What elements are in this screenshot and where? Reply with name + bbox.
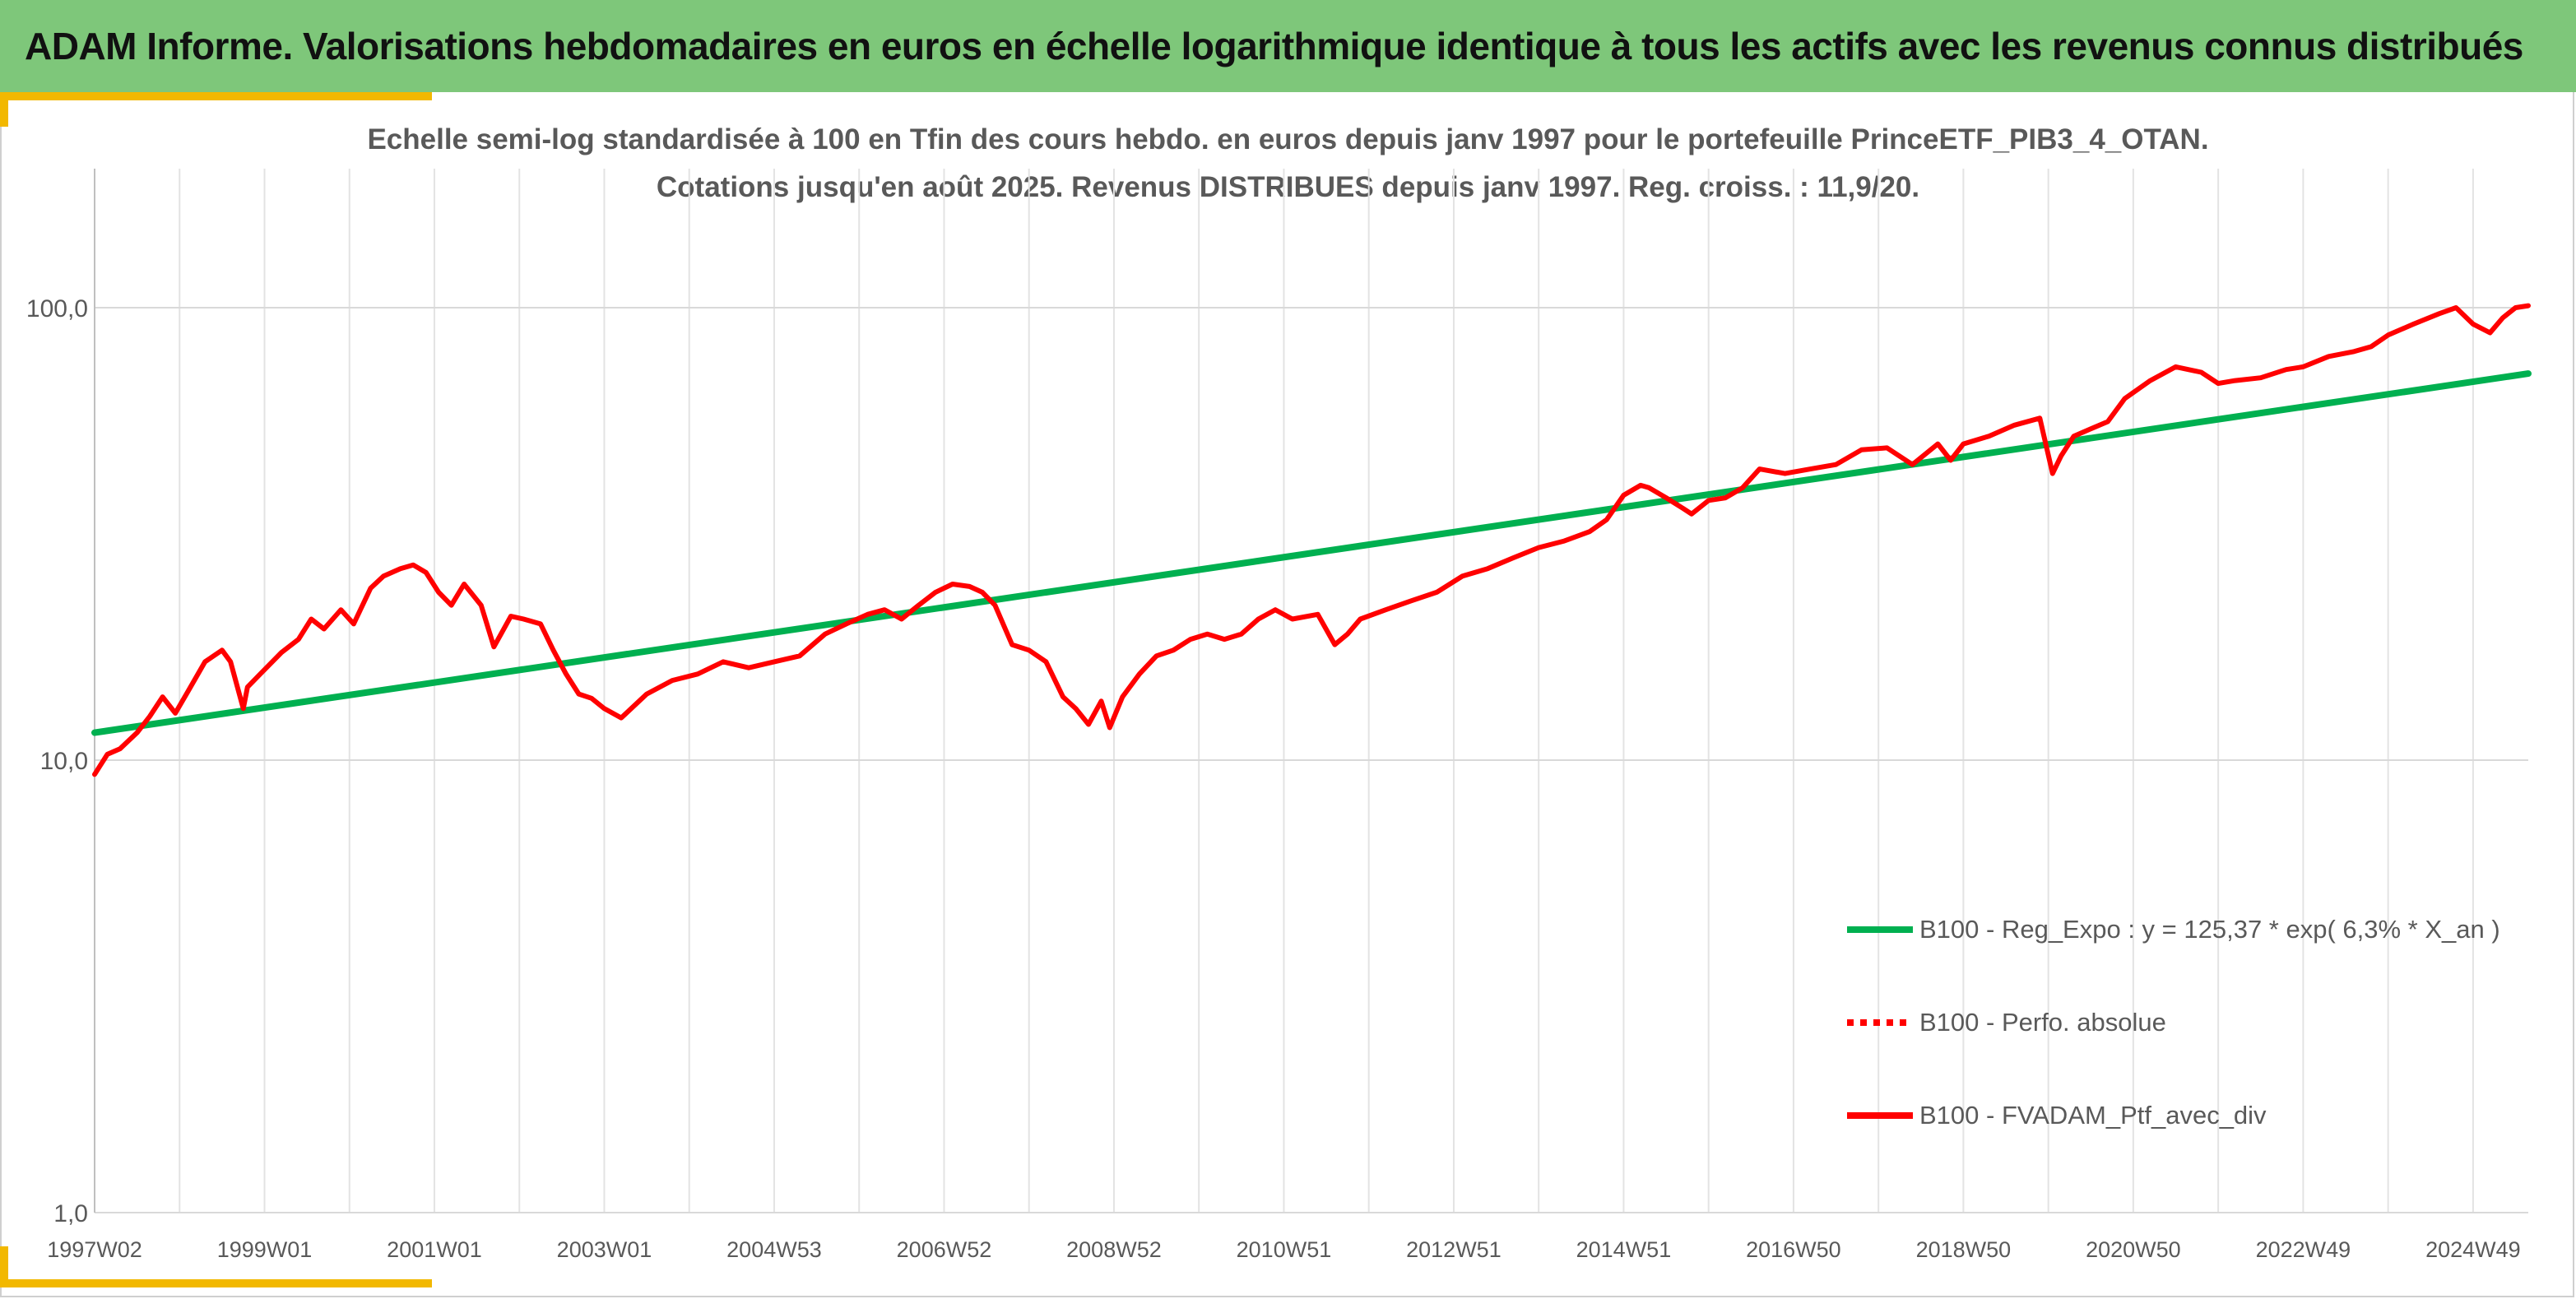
- report-title: ADAM Informe. Valorisations hebdomadaire…: [25, 25, 2523, 67]
- x-tick-label: 2003W01: [557, 1237, 652, 1262]
- x-tick-label: 1999W01: [217, 1237, 313, 1262]
- legend-label-portfolio: B100 - FVADAM_Ptf_avec_div: [1919, 1101, 2267, 1130]
- y-tick-label: 1,0: [53, 1200, 88, 1227]
- x-tick-label: 2018W50: [1916, 1237, 2012, 1262]
- legend-item-regression: B100 - Reg_Expo : y = 125,37 * exp( 6,3%…: [1847, 913, 2500, 946]
- x-tick-label: 1997W02: [47, 1237, 142, 1262]
- y-tick-label: 10,0: [40, 748, 88, 775]
- x-tick-label: 2024W49: [2425, 1237, 2521, 1262]
- x-tick-label: 2010W51: [1237, 1237, 1332, 1262]
- frame-bottom-accent-bar: [0, 1279, 432, 1287]
- x-tick-label: 2022W49: [2256, 1237, 2351, 1262]
- legend-swatch-regression: [1847, 926, 1913, 933]
- frame-corner-accent-top: [0, 92, 8, 127]
- legend-label-regression: B100 - Reg_Expo : y = 125,37 * exp( 6,3%…: [1919, 915, 2500, 944]
- x-tick-label: 2014W51: [1576, 1237, 1672, 1262]
- x-tick-label: 2001W01: [387, 1237, 482, 1262]
- portfolio-line: [92, 303, 2531, 777]
- frame-corner-accent-bottom: [0, 1246, 8, 1287]
- legend-label-absolute-perf: B100 - Perfo. absolue: [1919, 1008, 2166, 1037]
- x-tick-label: 2012W51: [1406, 1237, 1502, 1262]
- chart-frame: [0, 92, 2574, 1297]
- chart-title-line-1: Echelle semi-log standardisée à 100 en T…: [367, 123, 2209, 155]
- legend-swatch-portfolio: [1847, 1112, 1913, 1119]
- x-tick-label: 2008W52: [1066, 1237, 1162, 1262]
- x-tick-label: 2016W50: [1746, 1237, 1841, 1262]
- y-tick-label: 100,0: [26, 295, 88, 322]
- legend-item-absolute-perf: B100 - Perfo. absolue: [1847, 1006, 2166, 1039]
- x-tick-label: 2020W50: [2086, 1237, 2181, 1262]
- report-banner: ADAM Informe. Valorisations hebdomadaire…: [0, 0, 2576, 92]
- x-tick-label: 2004W53: [726, 1237, 822, 1262]
- legend-item-portfolio: B100 - FVADAM_Ptf_avec_div: [1847, 1099, 2267, 1132]
- x-tick-label: 2006W52: [897, 1237, 992, 1262]
- legend-swatch-absolute-perf: [1847, 1019, 1913, 1026]
- frame-top-accent-bar: [0, 92, 432, 100]
- regression-line: [91, 370, 2532, 736]
